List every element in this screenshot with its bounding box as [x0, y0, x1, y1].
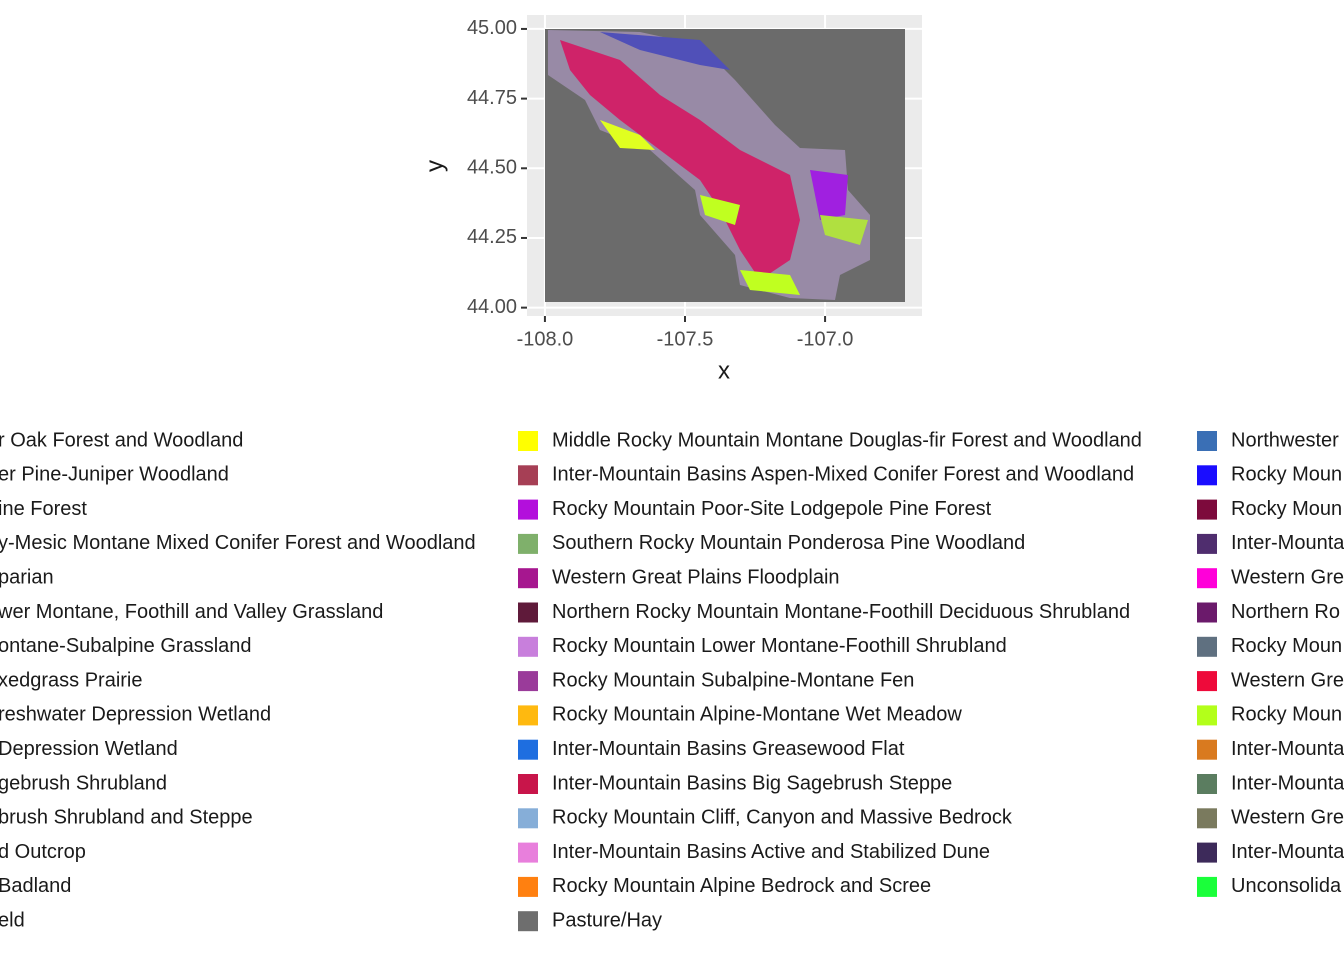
legend-label: Rocky Moun — [1231, 704, 1342, 726]
map-patch — [810, 170, 848, 220]
legend-label: Rocky Moun — [1231, 498, 1342, 520]
legend-swatch — [518, 568, 538, 589]
legend-label: Rocky Mountain Cliff, Canyon and Massive… — [552, 807, 1013, 829]
legend-label: Rocky Mountain Subalpine-Montane Fen — [552, 669, 914, 691]
legend-label: Northern Rocky Mountain Montane-Foothill… — [552, 601, 1130, 623]
legend-swatch — [518, 533, 538, 554]
legend-label: Inter-Mountain Basins Big Sagebrush Step… — [552, 772, 952, 794]
legend-label: parian — [0, 566, 54, 588]
legend-label: Western Great Plains Floodplain — [552, 566, 840, 588]
legend-swatch — [518, 808, 538, 829]
legend-label: eld — [0, 909, 25, 931]
legend-label: er Pine-Juniper Woodland — [0, 464, 229, 486]
legend-swatch — [1197, 808, 1217, 829]
map-patch — [740, 270, 800, 295]
legend-label: y-Mesic Montane Mixed Conifer Forest and… — [0, 532, 476, 554]
legend-swatch — [1197, 705, 1217, 726]
map-patch — [820, 215, 868, 245]
legend-swatch — [1197, 876, 1217, 897]
map-patch — [560, 40, 800, 280]
legend-label: Rocky Moun — [1231, 464, 1342, 486]
y-tick-label: 44.25 — [467, 226, 517, 248]
legend-swatch — [1197, 636, 1217, 657]
legend-swatch — [1197, 568, 1217, 589]
map-patch — [600, 32, 730, 70]
legend-label: Rocky Moun — [1231, 635, 1342, 657]
map-patch — [600, 120, 655, 150]
legend: r Oak Forest and Woodland er Pine-Juniper… — [0, 429, 1344, 931]
legend-label: Inter-Mounta — [1231, 738, 1344, 760]
y-tick-label: 44.00 — [467, 296, 517, 318]
legend-label: wer Montane, Foothill and Valley Grassla… — [0, 601, 383, 623]
legend-swatch — [518, 499, 538, 520]
map-patch — [700, 195, 740, 225]
legend-label: d Outcrop — [0, 841, 86, 863]
legend-swatch — [518, 636, 538, 657]
legend-label: Inter-Mountain Basins Greasewood Flat — [552, 738, 905, 760]
legend-swatch — [518, 911, 538, 932]
legend-label: Inter-Mounta — [1231, 841, 1344, 863]
legend-label: Inter-Mountain Basins Aspen-Mixed Conife… — [552, 464, 1134, 486]
legend-label: Northern Ro — [1231, 601, 1340, 623]
legend-label: Rocky Mountain Alpine-Montane Wet Meadow — [552, 704, 962, 726]
legend-label: Western Gre — [1231, 566, 1344, 588]
raster-map — [548, 30, 870, 300]
legend-label: r Oak Forest and Woodland — [0, 429, 243, 451]
legend-swatch — [518, 602, 538, 623]
legend-label: Rocky Mountain Poor-Site Lodgepole Pine … — [552, 498, 992, 520]
x-tick-label: -107.0 — [797, 328, 854, 350]
legend-swatch — [518, 465, 538, 486]
legend-label: ontane-Subalpine Grassland — [0, 635, 252, 657]
legend-swatch — [518, 739, 538, 760]
legend-label: Northwester — [1231, 429, 1339, 451]
x-tick-label: -108.0 — [517, 328, 574, 350]
legend-label: Inter-Mountain Basins Active and Stabili… — [552, 841, 990, 863]
legend-label: Pasture/Hay — [552, 909, 662, 931]
legend-label: Middle Rocky Mountain Montane Douglas-fi… — [552, 429, 1142, 451]
legend-swatch — [518, 774, 538, 794]
legend-swatch — [518, 705, 538, 726]
legend-label: gebrush Shrubland — [0, 772, 167, 794]
legend-label: Rocky Mountain Alpine Bedrock and Scree — [552, 875, 931, 897]
legend-swatch — [1197, 431, 1217, 451]
legend-label: Inter-Mounta — [1231, 772, 1344, 794]
y-tick-label: 44.50 — [467, 157, 517, 179]
legend-label: Depression Wetland — [0, 738, 178, 760]
axes: -108.0 -107.5 -107.0 44.00 44.25 44.50 44.75 45… — [467, 17, 853, 350]
legend-label: brush Shrubland and Steppe — [0, 807, 253, 829]
legend-swatch — [518, 671, 538, 692]
legend-label: Unconsolida — [1231, 875, 1342, 897]
y-axis-title: y — [421, 160, 448, 172]
legend-label: reshwater Depression Wetland — [0, 704, 271, 726]
legend-swatch — [1197, 602, 1217, 623]
x-tick-label: -107.5 — [657, 328, 714, 350]
legend-swatch — [518, 842, 538, 863]
legend-swatch — [1197, 774, 1217, 794]
legend-label: Rocky Mountain Lower Montane-Foothill Sh… — [552, 635, 1007, 657]
legend-swatch — [1197, 739, 1217, 760]
legend-swatch — [1197, 465, 1217, 486]
legend-swatch — [1197, 533, 1217, 554]
legend-label: Badland — [0, 875, 71, 897]
legend-label: Western Gre — [1231, 807, 1344, 829]
legend-swatch — [518, 431, 538, 451]
legend-swatch — [1197, 499, 1217, 520]
y-tick-label: 45.00 — [467, 17, 517, 39]
y-tick-label: 44.75 — [467, 87, 517, 109]
legend-swatch — [518, 876, 538, 897]
legend-label: Western Gre — [1231, 669, 1344, 691]
legend-label: Southern Rocky Mountain Ponderosa Pine W… — [552, 532, 1025, 554]
legend-label: Inter-Mounta — [1231, 532, 1344, 554]
legend-label: xedgrass Prairie — [0, 669, 143, 691]
legend-swatch — [1197, 842, 1217, 863]
x-axis-title: x — [718, 357, 730, 384]
legend-label: ine Forest — [0, 498, 87, 520]
legend-swatch — [1197, 671, 1217, 692]
